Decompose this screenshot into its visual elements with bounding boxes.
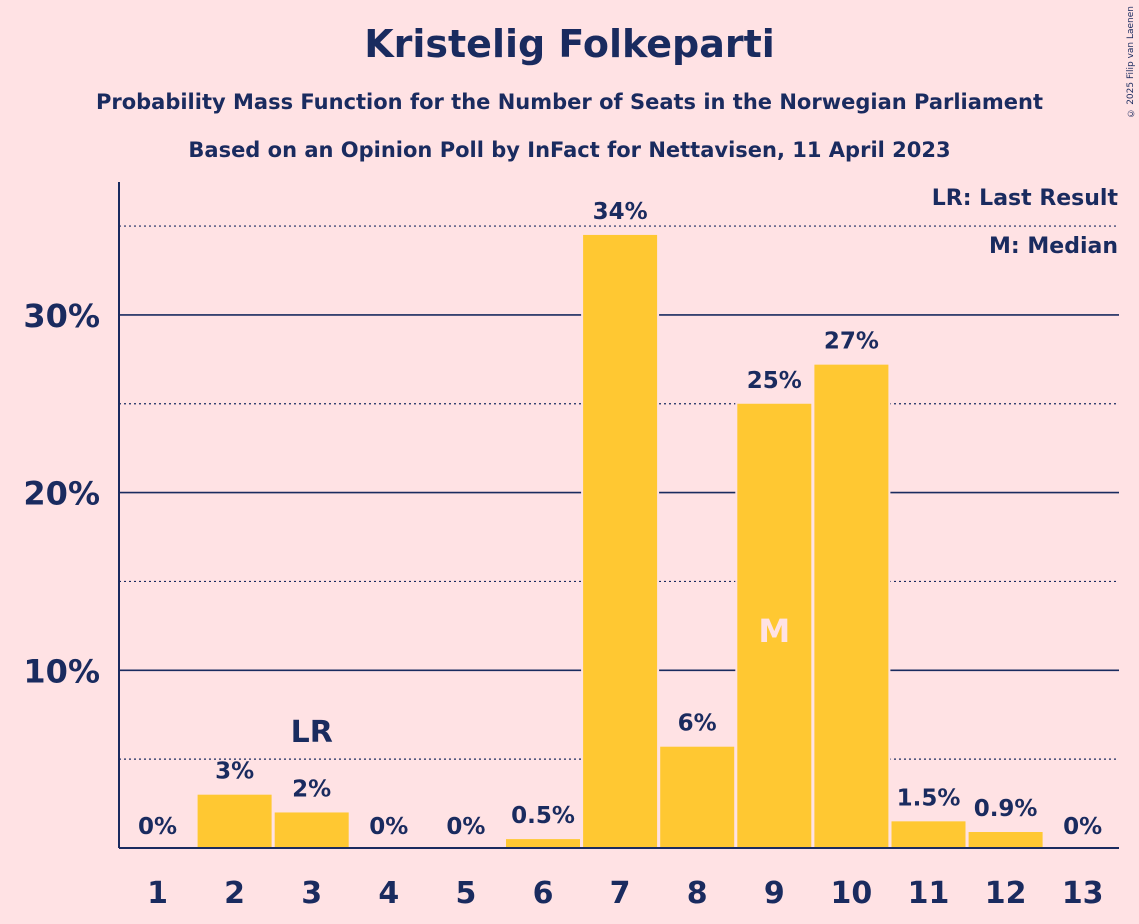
data-label: 34% xyxy=(593,199,648,225)
bar-seat-10 xyxy=(814,364,889,848)
bar-seat-9 xyxy=(737,403,812,848)
x-tick-label: 3 xyxy=(301,876,322,911)
bar-seat-8 xyxy=(660,746,735,848)
x-tick-label: 13 xyxy=(1062,876,1104,911)
y-tick-label: 30% xyxy=(23,297,100,335)
chart-subtitle: Probability Mass Function for the Number… xyxy=(95,90,1044,114)
data-label: 2% xyxy=(292,776,331,802)
x-tick-label: 1 xyxy=(147,876,168,911)
x-tick-label: 8 xyxy=(687,876,708,911)
x-tick-label: 5 xyxy=(455,876,476,911)
data-label: 1.5% xyxy=(897,785,961,811)
bar-seat-12 xyxy=(968,832,1043,848)
x-tick-label: 4 xyxy=(378,876,399,911)
data-label: 3% xyxy=(215,759,254,785)
last-result-marker: LR xyxy=(291,715,333,750)
data-label: 6% xyxy=(678,711,717,737)
bar-seat-3 xyxy=(274,812,349,848)
x-tick-label: 10 xyxy=(831,876,873,911)
x-tick-label: 11 xyxy=(908,876,950,911)
bar-seat-6 xyxy=(506,839,580,848)
data-label: 27% xyxy=(824,329,879,355)
x-tick-label: 2 xyxy=(224,876,245,911)
data-label: 0% xyxy=(138,814,177,840)
x-tick-label: 6 xyxy=(533,876,554,911)
median-marker: M xyxy=(758,612,790,650)
bar-seat-2 xyxy=(197,794,272,848)
data-label: 0.9% xyxy=(974,796,1038,822)
data-label: 25% xyxy=(747,368,802,394)
data-label: 0% xyxy=(1063,814,1102,840)
bar-seat-7 xyxy=(583,234,658,848)
x-tick-label: 12 xyxy=(985,876,1027,911)
data-label: 0% xyxy=(369,814,408,840)
legend-median: M: Median xyxy=(989,234,1118,259)
x-tick-label: 7 xyxy=(610,876,631,911)
chart-title: Kristelig Folkeparti xyxy=(364,22,775,66)
legend-last-result: LR: Last Result xyxy=(931,186,1118,211)
chart-source-line: Based on an Opinion Poll by InFact for N… xyxy=(188,138,951,162)
bar-seat-11 xyxy=(891,821,966,848)
data-label: 0% xyxy=(446,814,485,840)
y-tick-label: 20% xyxy=(23,475,100,513)
data-label: 0.5% xyxy=(511,803,575,829)
x-tick-label: 9 xyxy=(764,876,785,911)
y-tick-label: 10% xyxy=(23,652,100,690)
